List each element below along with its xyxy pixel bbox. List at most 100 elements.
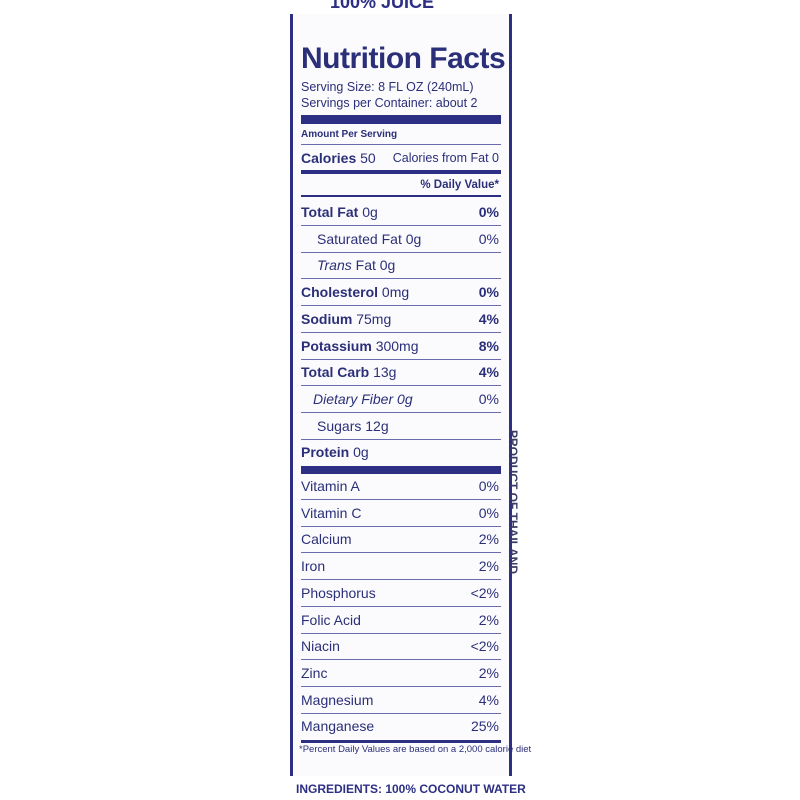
nutrient-label: Dietary Fiber <box>313 390 394 407</box>
nutrient-text: Total Carb 13g <box>301 364 396 380</box>
nutrient-text: Cholesterol 0mg <box>301 284 409 300</box>
vitamin-label: Manganese <box>301 718 375 735</box>
vitamin-label: Zinc <box>301 664 328 681</box>
nutrient-row: Total Carb 13g 4% <box>301 364 501 384</box>
nutrient-row: Potassium 300mg 8% <box>301 338 501 358</box>
rule <box>301 225 501 226</box>
side-text: PRODUCT OF THAILAND <box>506 430 520 574</box>
daily-value: 0% <box>478 230 499 247</box>
vitamin-row: Magnesium 4% <box>301 692 501 712</box>
nutrient-text: Saturated Fat 0g <box>317 231 421 247</box>
rule <box>301 685 501 687</box>
nutrient-label: Sodium <box>301 310 353 327</box>
rule <box>301 499 501 500</box>
nutrient-amount: 0g <box>405 230 422 247</box>
rule <box>301 438 501 440</box>
rule <box>301 411 501 413</box>
rule <box>301 144 501 145</box>
rule <box>301 605 501 607</box>
amount-per-serving: Amount Per Serving <box>301 129 398 140</box>
vitamin-label: Niacin <box>301 638 340 655</box>
vitamin-row: Vitamin A 0% <box>301 478 501 498</box>
vitamin-label: Phosphorus <box>301 584 376 601</box>
rule <box>301 195 501 197</box>
vitamin-label: Magnesium <box>301 691 374 708</box>
nutrient-row: Sugars 12g <box>301 418 501 438</box>
rule <box>301 331 501 333</box>
rule <box>301 385 501 387</box>
vitamin-row: Zinc 2% <box>301 665 501 685</box>
nutrient-amount: 0g <box>362 204 378 220</box>
calories: Calories 50 <box>301 150 376 166</box>
calories-from-fat: Calories from Fat 0 <box>392 151 499 165</box>
rule <box>301 525 501 527</box>
vitamin-label: Calcium <box>301 531 352 548</box>
daily-value: 25% <box>470 718 499 735</box>
daily-value: 8% <box>478 337 499 354</box>
vitamin-row: Niacin <2% <box>301 638 501 658</box>
nutrient-text: Total Fat 0g <box>301 204 378 220</box>
nutrient-label: Protein <box>301 444 350 461</box>
nutrient-row: Sodium 75mg 4% <box>301 311 501 331</box>
nutrient-text: Potassium 300mg <box>301 338 419 354</box>
nutrient-row: Cholesterol 0mg 0% <box>301 284 501 304</box>
servings-per-container: Servings per Container: about 2 <box>301 96 478 110</box>
vitamin-row: Calcium 2% <box>301 531 501 551</box>
daily-value: 2% <box>478 531 499 548</box>
daily-value: 0% <box>478 478 499 494</box>
ingredients: INGREDIENTS: 100% COCONUT WATER <box>296 782 526 796</box>
nutrient-amount: 13g <box>373 364 397 381</box>
rule <box>301 740 501 744</box>
nutrient-row: Saturated Fat 0g 0% <box>301 231 501 251</box>
rule <box>301 251 501 253</box>
thick-rule <box>301 466 501 474</box>
vitamin-label: Folic Acid <box>301 611 361 628</box>
daily-value: 0% <box>478 204 499 220</box>
footnote: *Percent Daily Values are based on a 2,0… <box>299 744 532 755</box>
vitamin-row: Folic Acid 2% <box>301 612 501 632</box>
vitamin-row: Vitamin C 0% <box>301 505 501 525</box>
nutrient-row: Total Fat 0g 0% <box>301 204 501 224</box>
daily-value: 2% <box>478 611 499 628</box>
medium-rule <box>301 170 501 174</box>
nutrient-label: Sugars <box>317 417 362 434</box>
calories-amount: 50 <box>360 150 376 166</box>
vitamin-label: Vitamin A <box>301 478 360 494</box>
daily-value: 4% <box>478 691 499 708</box>
nutrient-amount: 75mg <box>356 310 392 327</box>
nutrient-text: Sugars 12g <box>317 418 389 434</box>
nutrient-text: Sodium 75mg <box>301 311 391 327</box>
nutrient-text: Dietary Fiber 0g <box>313 391 413 407</box>
rule <box>301 579 501 581</box>
nutrient-row: Protein 0g <box>301 444 501 464</box>
rule <box>301 305 501 307</box>
rule <box>301 712 501 714</box>
nutrient-label: Total Carb <box>301 364 370 381</box>
rule <box>301 358 501 360</box>
nutrient-text: Trans Fat 0g <box>317 257 395 273</box>
vitamin-label: Iron <box>301 558 326 575</box>
nutrient-label: Cholesterol <box>301 284 379 301</box>
nutrient-amount: 12g <box>365 417 389 434</box>
vitamin-row: Phosphorus <2% <box>301 585 501 605</box>
nutrient-amount: 0g <box>353 444 369 461</box>
calories-label: Calories <box>301 150 357 166</box>
daily-value-header: % Daily Value* <box>420 179 499 191</box>
daily-value: <2% <box>470 638 499 655</box>
vitamin-row: Manganese 25% <box>301 718 501 738</box>
nutrient-text: Protein 0g <box>301 444 369 460</box>
rule <box>301 659 501 661</box>
nutrient-amount: 300mg <box>375 337 419 354</box>
nutrient-label: Potassium <box>301 337 372 354</box>
daily-value: 4% <box>478 364 499 381</box>
title: Nutrition Facts <box>301 42 506 75</box>
nutrient-label: Total Fat <box>301 204 359 220</box>
rule <box>301 632 501 634</box>
nutrient-amount: 0g <box>397 390 413 407</box>
daily-value: 2% <box>478 664 499 681</box>
daily-value: <2% <box>470 584 499 601</box>
vitamin-label: Vitamin C <box>301 504 362 521</box>
nutrient-row: Trans Fat 0g <box>301 257 501 277</box>
daily-value: 2% <box>478 558 499 575</box>
